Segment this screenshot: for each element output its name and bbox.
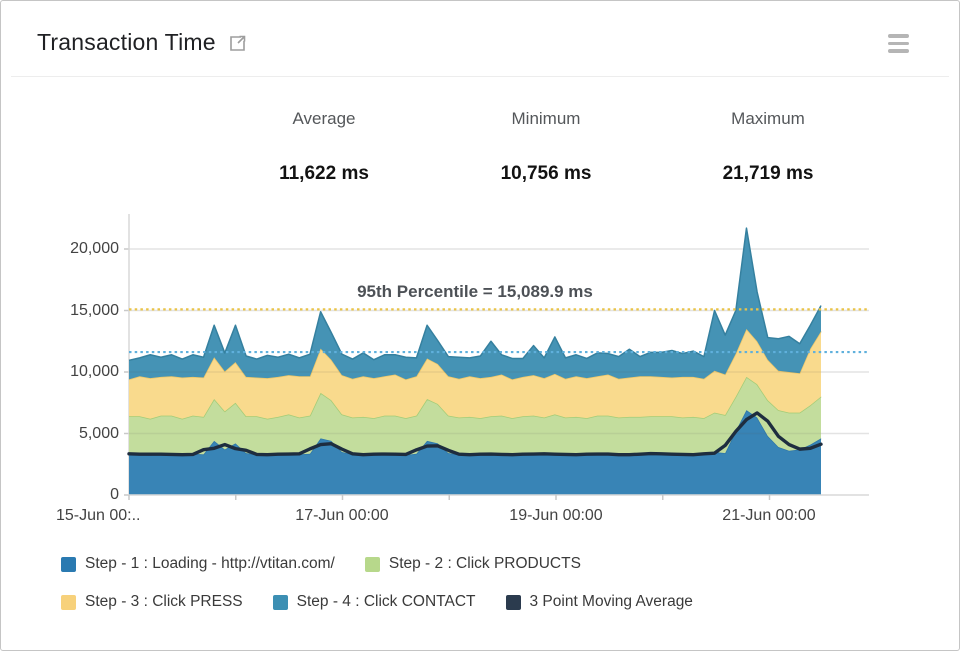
x-tick-label: 15-Jun 00:..	[56, 507, 141, 524]
stat-label: Maximum	[731, 109, 805, 128]
menu-bar	[888, 34, 909, 38]
legend-item-moving-average[interactable]: 3 Point Moving Average	[505, 593, 693, 611]
chart-plot-area[interactable]	[129, 213, 871, 495]
x-tick-label: 17-Jun 00:00	[295, 507, 389, 524]
legend-label: Step - 1 : Loading - http://vtitan.com/	[85, 555, 335, 572]
stat-value: 10,756 ms	[500, 163, 592, 184]
x-tick-label: 21-Jun 00:00	[722, 507, 816, 524]
hamburger-menu-icon[interactable]	[888, 34, 909, 57]
legend-label: Step - 2 : Click PRODUCTS	[388, 555, 581, 572]
y-tick-label: 10,000	[70, 363, 119, 380]
legend-item-step1[interactable]: Step - 1 : Loading - http://vtitan.com/	[61, 555, 335, 573]
percentile-annotation: 95th Percentile = 15,089.9 ms	[357, 282, 593, 301]
legend-label: 3 Point Moving Average	[529, 593, 693, 610]
legend-label: Step - 3 : Click PRESS	[85, 593, 243, 610]
y-tick-label: 5,000	[78, 425, 119, 442]
legend-item-step3[interactable]: Step - 3 : Click PRESS	[61, 593, 243, 611]
menu-bar	[888, 49, 909, 53]
header-divider	[11, 76, 949, 77]
widget-header: Transaction Time	[37, 29, 246, 56]
external-link-icon[interactable]	[229, 35, 246, 52]
x-tick-label: 19-Jun 00:00	[509, 507, 603, 524]
legend-row: Step - 3 : Click PRESS Step - 4 : Click …	[61, 593, 693, 611]
legend-item-step2[interactable]: Step - 2 : Click PRODUCTS	[364, 555, 581, 573]
summary-stats: Average 11,622 ms Minimum 10,756 ms Maxi…	[213, 109, 879, 185]
y-tick-label: 20,000	[70, 240, 119, 257]
legend-swatch-step1	[61, 556, 76, 572]
stat-label: Average	[292, 109, 356, 128]
stat-value: 21,719 ms	[722, 163, 814, 184]
legend-label: Step - 4 : Click CONTACT	[296, 593, 476, 610]
legend-row: Step - 1 : Loading - http://vtitan.com/ …	[61, 555, 581, 573]
stat-value: 11,622 ms	[279, 163, 369, 184]
stat-average: Average 11,622 ms	[213, 109, 435, 185]
legend-swatch-step3	[61, 594, 76, 610]
legend-swatch-step2	[364, 556, 380, 572]
y-tick-label: 0	[110, 486, 119, 503]
legend-swatch-step4	[272, 594, 288, 610]
legend-item-step4[interactable]: Step - 4 : Click CONTACT	[272, 593, 476, 611]
page-title: Transaction Time	[37, 29, 216, 55]
menu-bar	[888, 41, 909, 45]
legend-swatch-moving-average	[505, 594, 521, 610]
y-tick-label: 15,000	[70, 302, 119, 319]
stat-maximum: Maximum 21,719 ms	[657, 109, 879, 185]
stat-minimum: Minimum 10,756 ms	[435, 109, 657, 185]
stat-label: Minimum	[511, 109, 581, 128]
